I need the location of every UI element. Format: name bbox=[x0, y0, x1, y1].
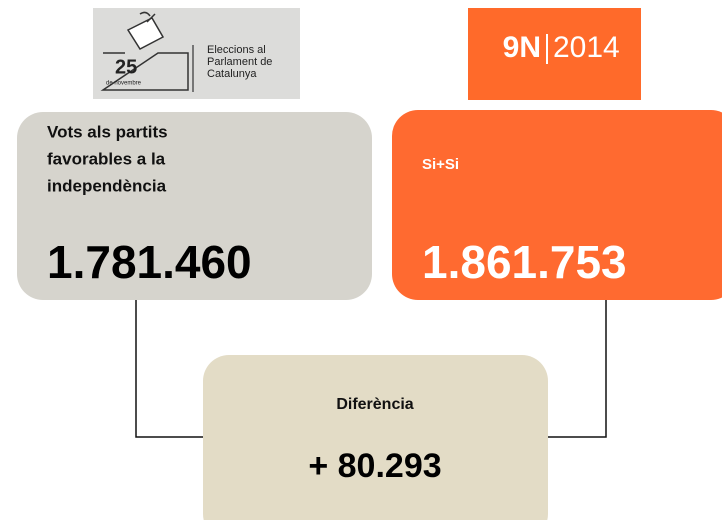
box-label: Si+Si bbox=[422, 156, 459, 173]
box-value: 1.781.460 bbox=[47, 236, 252, 288]
hand bbox=[139, 11, 156, 23]
box-label: Vots als partits bbox=[47, 122, 168, 141]
box-label: independència bbox=[47, 176, 167, 195]
logo-right: 2014 bbox=[553, 31, 620, 64]
box-label: favorables a la bbox=[47, 149, 166, 168]
ballot-box bbox=[100, 52, 189, 91]
logo-9n: 9N 2014 bbox=[468, 8, 641, 100]
box-background bbox=[392, 110, 722, 300]
ballot bbox=[126, 17, 165, 50]
box-value: 1.861.753 bbox=[422, 236, 627, 288]
logo-line: Catalunya bbox=[207, 68, 257, 80]
connector bbox=[548, 300, 607, 438]
box-background bbox=[203, 355, 548, 520]
logo-left: 9N bbox=[503, 31, 541, 64]
logo-date: de novembre bbox=[106, 81, 142, 87]
logo-number: 25 bbox=[115, 56, 137, 78]
box-value: + 80.293 bbox=[308, 447, 441, 485]
logo-line: Parlament de bbox=[207, 56, 272, 68]
logo-line: Eleccions al bbox=[207, 44, 266, 56]
box-difference: Diferència + 80.293 bbox=[203, 355, 548, 520]
box-background bbox=[17, 112, 372, 300]
box-left: Vots als partits favorables a la indepen… bbox=[17, 112, 372, 300]
logo-background bbox=[93, 8, 300, 99]
logo-parlament: 25 de novembre Eleccions al Parlament de… bbox=[93, 8, 300, 99]
logo-background bbox=[468, 8, 641, 100]
box-right: Si+Si 1.861.753 bbox=[392, 110, 722, 300]
connector bbox=[135, 300, 203, 438]
box-label: Diferència bbox=[336, 396, 413, 413]
